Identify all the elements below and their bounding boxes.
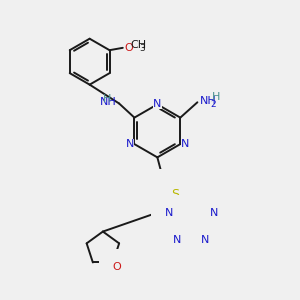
Text: N: N <box>201 235 209 245</box>
Text: NH: NH <box>200 96 216 106</box>
Text: NH: NH <box>100 97 117 107</box>
Text: 2: 2 <box>210 100 216 109</box>
Text: N: N <box>173 235 182 245</box>
Text: N: N <box>165 208 173 218</box>
Text: O: O <box>112 262 121 272</box>
Text: S: S <box>172 188 180 201</box>
Text: N: N <box>209 208 218 218</box>
Text: CH: CH <box>130 40 147 50</box>
Text: N: N <box>181 139 189 149</box>
Text: 3: 3 <box>139 44 145 52</box>
Text: O: O <box>124 43 133 52</box>
Text: H: H <box>212 92 220 102</box>
Text: N: N <box>125 139 134 149</box>
Text: H: H <box>103 94 111 104</box>
Text: N: N <box>153 99 161 110</box>
